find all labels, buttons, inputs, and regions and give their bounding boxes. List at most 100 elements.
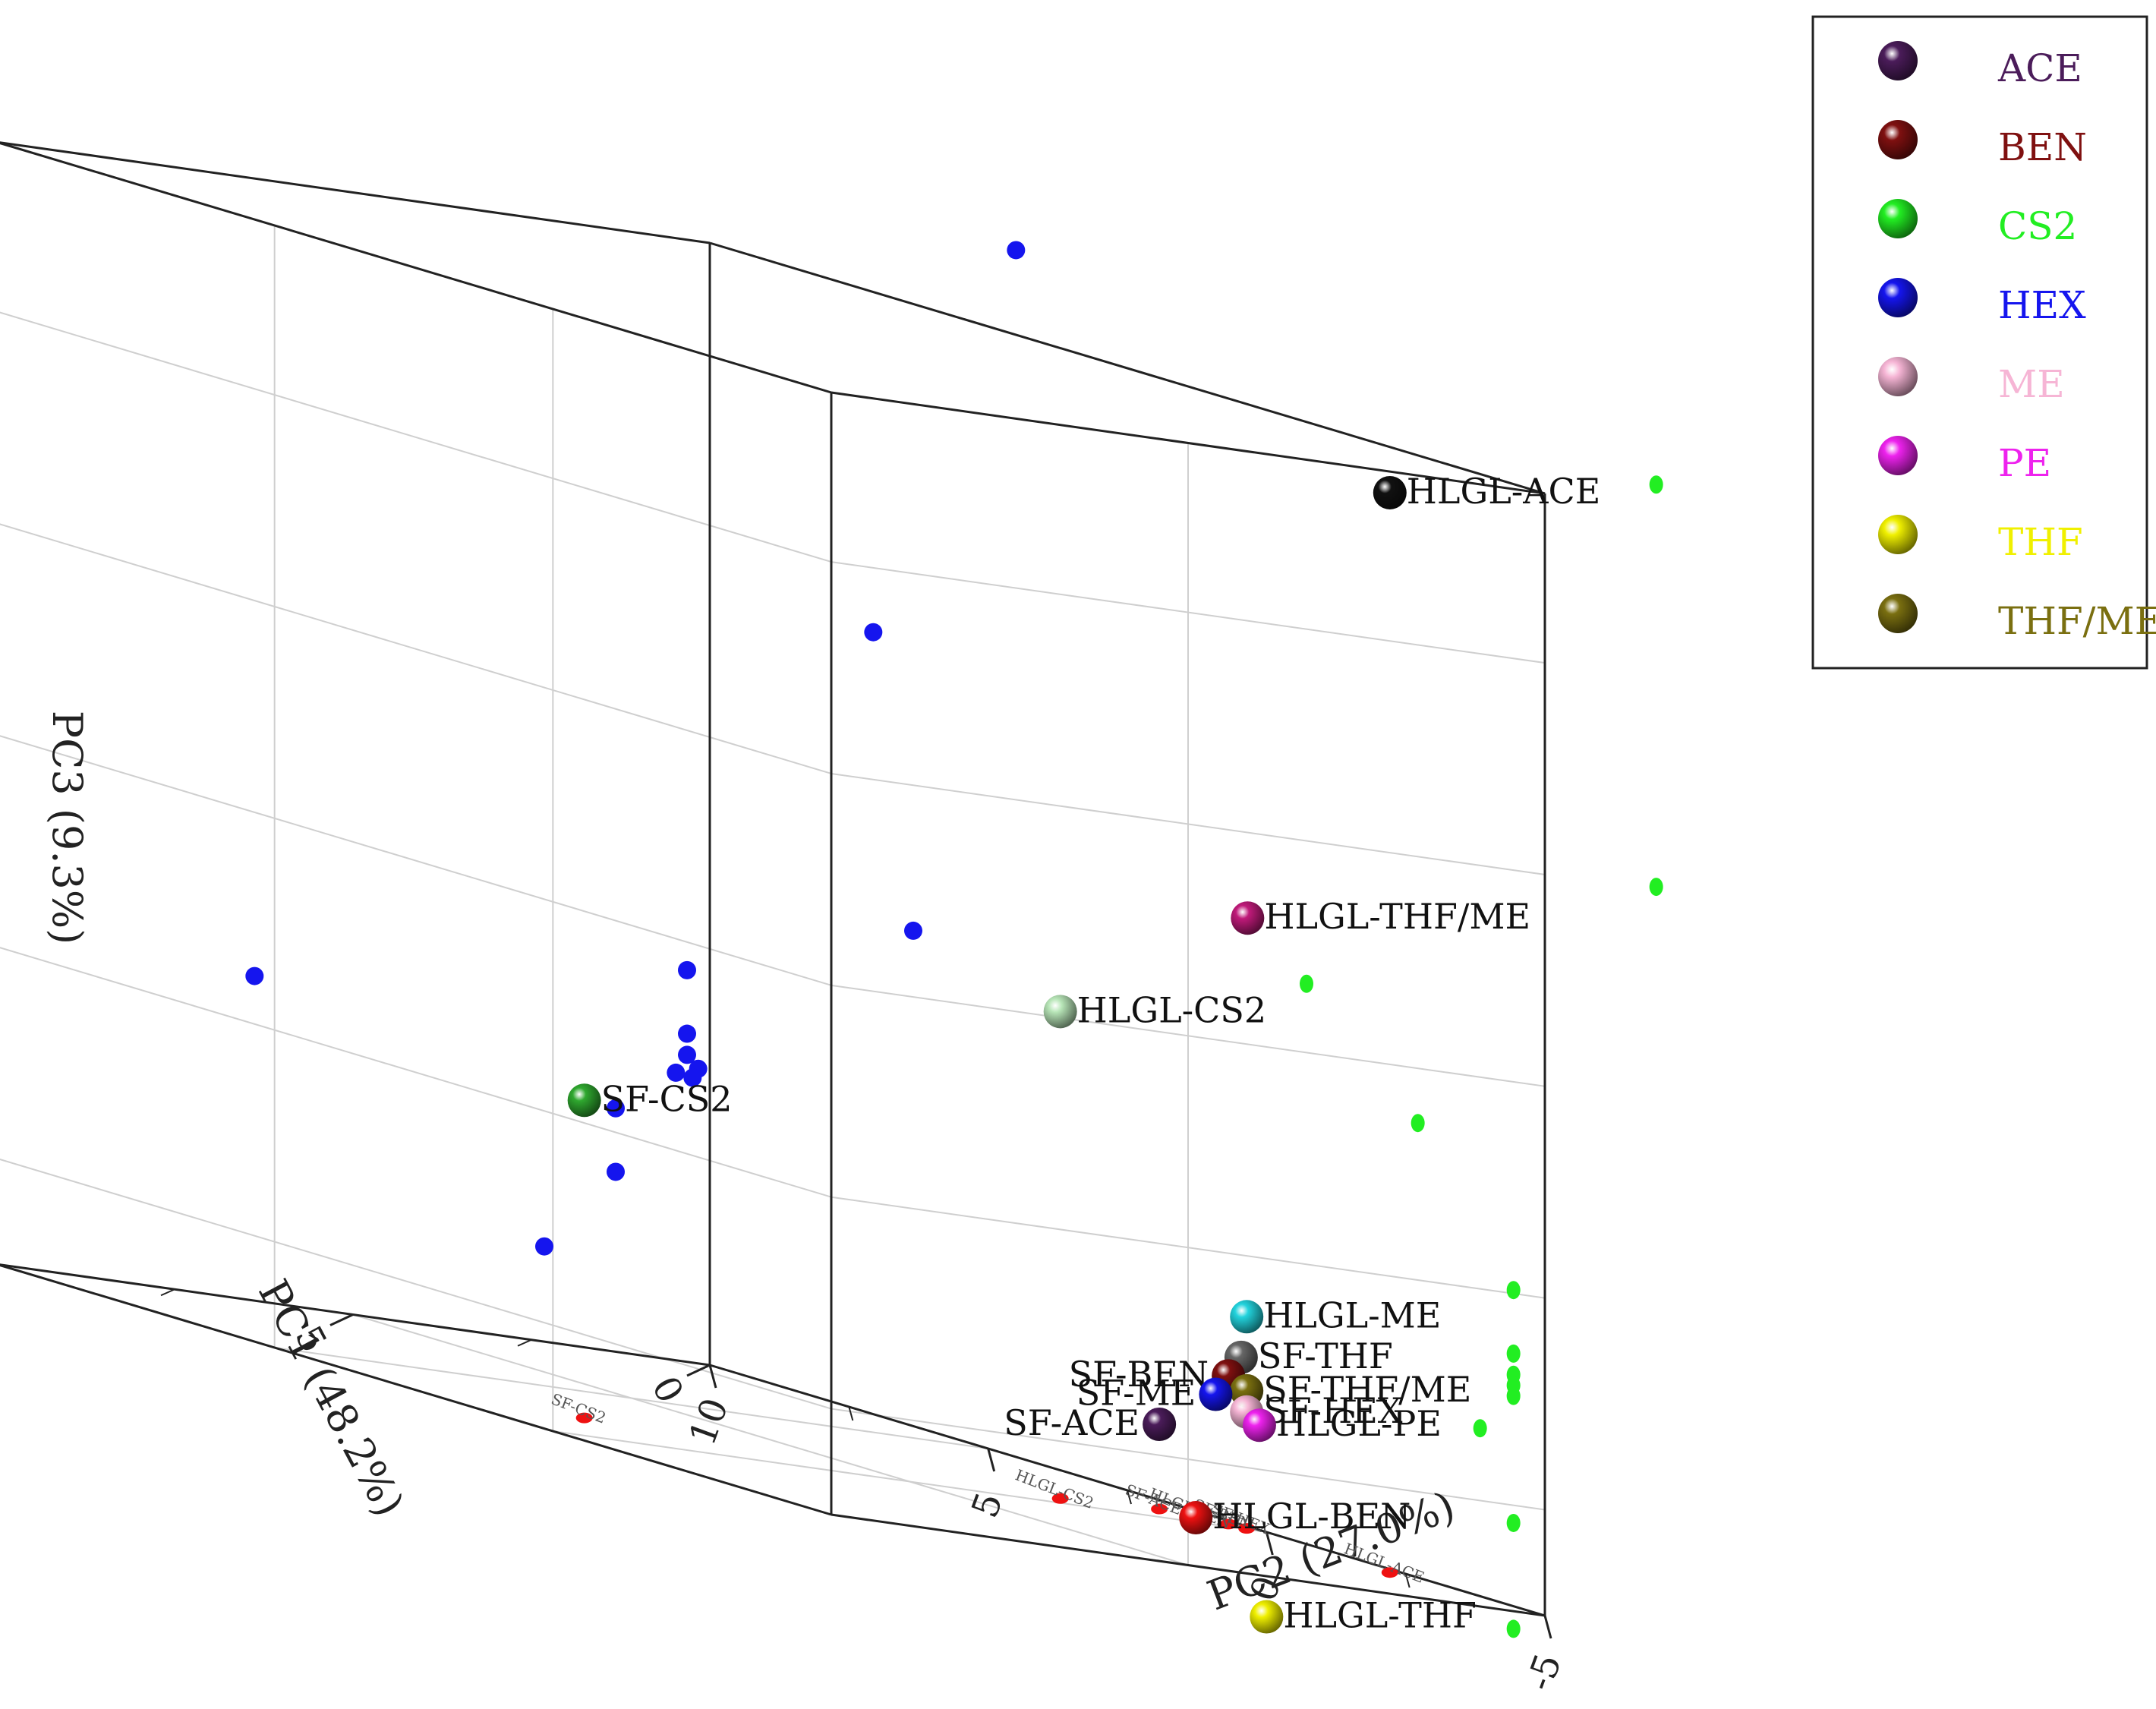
sample-point-label: HLGL-ACE xyxy=(1407,471,1601,512)
y-tick xyxy=(1265,1531,1274,1556)
sample-point xyxy=(1179,1501,1213,1535)
cs2-loading-point xyxy=(1506,1386,1521,1405)
hex-loading-point xyxy=(667,1063,686,1082)
legend-label: HEX xyxy=(1998,283,2086,327)
hex-loading-point xyxy=(864,623,883,642)
legend: ACE BEN CS2 HEX ME PE THF THF/ME xyxy=(1811,15,2156,670)
floor-projection-marker xyxy=(1238,1523,1256,1534)
sample-point xyxy=(1242,1408,1276,1443)
legend-label: CS2 xyxy=(1998,204,2077,248)
cs2-loading-point xyxy=(1649,878,1663,897)
sample-point-label: HLGL-PE xyxy=(1276,1403,1442,1444)
hex-loading-point xyxy=(683,1068,702,1087)
grid-line xyxy=(0,947,832,1198)
legend-label: PE xyxy=(1998,441,2051,485)
legend-label: THF xyxy=(1998,520,2083,564)
grid-line xyxy=(0,523,832,774)
x-axis-title: PC1 (48.2%) xyxy=(249,1272,414,1524)
floor-projection-marker xyxy=(1220,1518,1237,1530)
sample-point-label: SF-THF/ME xyxy=(1263,1369,1471,1410)
legend-label: ACE xyxy=(1997,46,2082,90)
hex-loading-point xyxy=(535,1237,553,1256)
sample-point xyxy=(1199,1377,1233,1411)
sample-point-label: HLGL-BEN xyxy=(1212,1496,1411,1537)
floor-projection-marker xyxy=(1381,1567,1398,1578)
sample-point-label: HLGL-ME xyxy=(1263,1294,1441,1335)
sample-point xyxy=(1230,1300,1264,1334)
sample-point xyxy=(1043,995,1077,1029)
box-edge xyxy=(831,391,1546,495)
box-edge xyxy=(0,1263,832,1516)
legend-label: BEN xyxy=(1998,125,2087,169)
floor-projection-label: HLGL-CS2 xyxy=(1013,1466,1096,1512)
y-tick xyxy=(1543,1615,1552,1639)
sample-point-label: HLGL-THF/ME xyxy=(1264,896,1530,937)
cs2-loading-point xyxy=(1300,974,1313,993)
x-tick xyxy=(329,1313,354,1326)
sample-point-label: SF-CS2 xyxy=(601,1078,733,1119)
hex-loading-point xyxy=(607,1099,625,1118)
y-tick-label: 10 xyxy=(681,1392,737,1451)
legend-marker xyxy=(1878,120,1918,159)
hex-loading-point xyxy=(678,1045,696,1064)
grid-line xyxy=(274,1347,988,1449)
legend-marker xyxy=(1878,436,1918,475)
sample-point-label: SF-BEN xyxy=(1069,1354,1209,1395)
floor-projection-marker xyxy=(575,1412,593,1424)
x-tick xyxy=(160,1288,175,1297)
legend-marker xyxy=(1878,41,1918,80)
y-tick-label: -5 xyxy=(1518,1648,1571,1696)
x-tick xyxy=(517,1339,532,1347)
legend-marker xyxy=(1878,357,1918,396)
cs2-loading-point xyxy=(1506,1513,1521,1532)
y-tick xyxy=(1404,1573,1411,1588)
legend-label: ME xyxy=(1998,362,2065,406)
cs2-loading-point xyxy=(1649,475,1663,494)
z-axis-title: PC3 (9.3%) xyxy=(43,711,91,945)
sample-point-label: SF-ACE xyxy=(1004,1402,1139,1443)
box-edge xyxy=(0,141,711,244)
hex-loading-point xyxy=(607,1162,625,1181)
y-tick xyxy=(987,1448,996,1472)
axes: PC3 (9.3%) PC1 (48.2%) PC2 (27.0%) -1012… xyxy=(43,711,1571,1696)
legend-label: THF/ME xyxy=(1998,599,2156,643)
cs2-loading-point xyxy=(1506,1619,1521,1638)
grid-line xyxy=(0,311,832,563)
y-tick xyxy=(708,1364,717,1389)
grid-line xyxy=(0,1159,832,1410)
y-tick xyxy=(848,1406,854,1421)
box-edge xyxy=(709,241,1546,495)
hex-loading-point xyxy=(1007,241,1026,260)
hex-loading-point xyxy=(904,921,922,940)
sample-point-label: HLGL-CS2 xyxy=(1077,989,1266,1030)
hex-loading-point xyxy=(678,1024,696,1043)
box-edge xyxy=(0,1263,711,1367)
x-tick xyxy=(686,1364,711,1377)
sample-point-label: HLGL-THF xyxy=(1283,1595,1477,1636)
cs2-loading-point xyxy=(1506,1344,1521,1363)
grid-line xyxy=(553,1430,1267,1533)
sample-point xyxy=(567,1083,601,1118)
data-points: HLGL-ACE HLGL-THF/ME HLGL-CS2 SF-CS2 HLGL-ME… xyxy=(245,241,1663,1638)
grid-line xyxy=(0,735,832,986)
sample-point xyxy=(1373,475,1407,509)
sample-point xyxy=(1143,1408,1177,1442)
box-edge xyxy=(831,1513,1546,1617)
sample-point-label: SF-THF xyxy=(1258,1335,1393,1376)
hex-loading-point xyxy=(245,966,264,985)
hex-loading-point xyxy=(678,960,696,979)
sample-point-label: SF-HEX xyxy=(1263,1390,1403,1431)
cs2-loading-point xyxy=(1473,1419,1487,1438)
floor-projection-marker xyxy=(1051,1493,1069,1504)
sample-point-label: SF-ME xyxy=(1076,1373,1196,1414)
legend-marker xyxy=(1878,515,1918,554)
cs2-loading-point xyxy=(1411,1114,1425,1133)
floor-projection-marker xyxy=(1151,1503,1168,1515)
legend-box xyxy=(1811,15,2148,670)
grid-line xyxy=(352,1313,1189,1566)
legend-marker xyxy=(1878,278,1918,317)
legend-marker xyxy=(1878,594,1918,633)
legend-marker xyxy=(1878,199,1918,238)
cs2-loading-point xyxy=(1506,1281,1521,1300)
